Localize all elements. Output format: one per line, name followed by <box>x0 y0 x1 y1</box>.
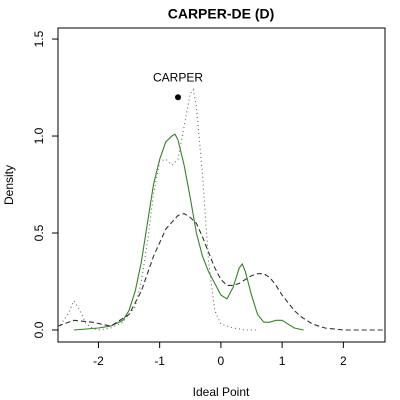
x-tick-label: 2 <box>340 354 347 368</box>
y-tick-label: 0.5 <box>32 224 46 241</box>
plot-frame <box>57 27 386 343</box>
x-axis-label: Ideal Point <box>193 385 250 399</box>
y-tick-label: 1.0 <box>32 127 46 144</box>
point-label: CARPER <box>153 70 203 84</box>
point <box>175 94 182 101</box>
density-line <box>57 88 258 331</box>
x-tick-label: -2 <box>93 354 104 368</box>
x-tick-label: 1 <box>279 354 286 368</box>
y-tick-label: 0.0 <box>32 321 46 338</box>
density-line <box>73 133 304 331</box>
x-tick-label: 0 <box>218 354 225 368</box>
y-tick-label: 1.5 <box>32 30 46 47</box>
y-axis-label: Density <box>2 165 16 205</box>
chart-title: CARPER-DE (D) <box>168 6 275 22</box>
density-line <box>57 212 385 331</box>
x-tick-label: -1 <box>154 354 165 368</box>
